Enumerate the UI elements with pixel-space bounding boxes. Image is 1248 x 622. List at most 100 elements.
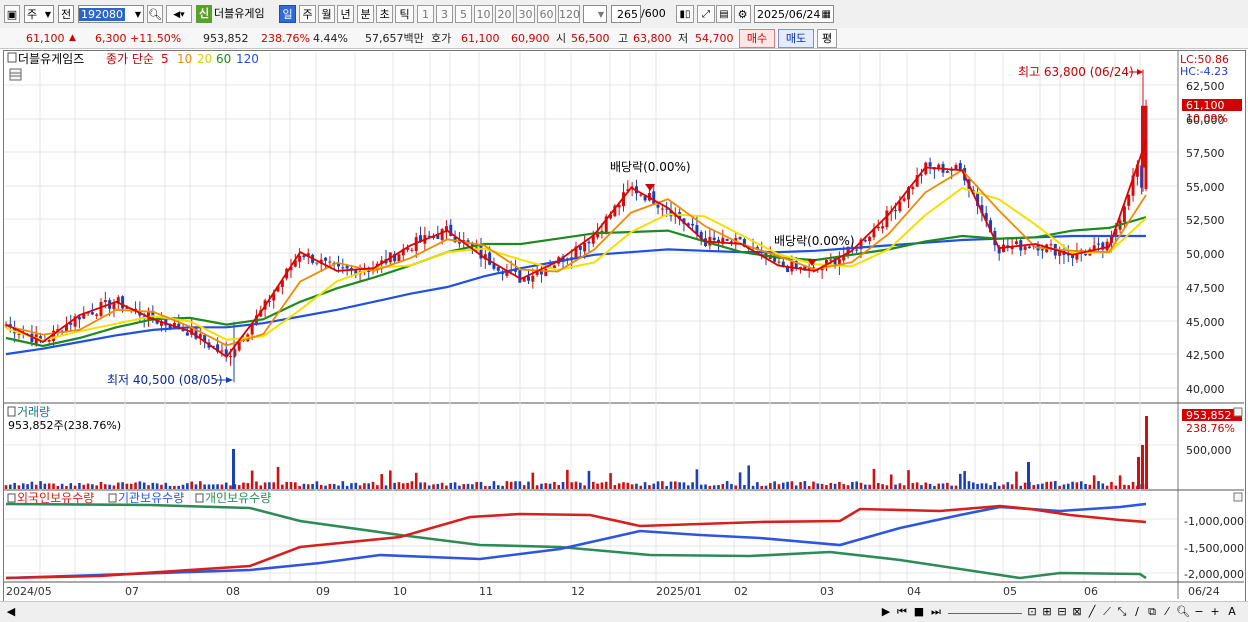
zoom-out-icon[interactable]: −: [1194, 605, 1204, 618]
chevron-down-icon: ▼: [597, 10, 604, 19]
candle-body: [315, 262, 319, 264]
draw-tool-icon[interactable]: ⤢: [697, 5, 715, 23]
pane-box-icon[interactable]: [7, 493, 16, 503]
draw-line-icon[interactable]: ⤡: [1117, 605, 1127, 618]
interval-5-button[interactable]: 5: [455, 5, 472, 23]
interval-1-button[interactable]: 1: [417, 5, 434, 23]
pane-close-icon[interactable]: [1233, 492, 1243, 502]
text-tool-icon[interactable]: A: [1228, 605, 1236, 618]
volume-bar: [315, 481, 319, 489]
candle-body: [328, 261, 332, 263]
candle-body: [660, 208, 664, 210]
volume-bar: [1019, 485, 1023, 489]
volume-bar: [302, 483, 306, 489]
candle-body: [622, 192, 625, 207]
layout-icon[interactable]: ⊡: [1027, 605, 1037, 618]
interval-3-button[interactable]: 3: [436, 5, 453, 23]
interval-120-button[interactable]: 120: [558, 5, 580, 23]
gear-icon[interactable]: ⚙: [734, 5, 751, 23]
table-icon[interactable]: [9, 68, 22, 81]
volume-bar: [682, 482, 686, 489]
pane-box-icon[interactable]: [108, 493, 117, 503]
candle-body: [574, 246, 578, 259]
average-button[interactable]: 평: [817, 29, 837, 48]
candle-body: [1010, 245, 1014, 250]
candle-body: [561, 256, 565, 262]
y-label: 47,500: [1186, 282, 1225, 295]
window-icon[interactable]: ▣: [4, 5, 20, 23]
layout-icon[interactable]: ⊠: [1072, 605, 1082, 618]
sell-button[interactable]: 매도: [778, 29, 814, 48]
current-price-tag: [1182, 99, 1242, 111]
interval-10-button[interactable]: 10: [474, 5, 493, 23]
interval-60-button[interactable]: 60: [537, 5, 556, 23]
draw-line-icon[interactable]: ∕: [1135, 605, 1139, 618]
period-second-tab[interactable]: 초: [376, 5, 393, 23]
price-axis-area: [1178, 51, 1244, 599]
volume-bar: [173, 485, 176, 489]
copy-icon[interactable]: ⧉: [1148, 605, 1156, 618]
volume-bar: [898, 483, 902, 489]
volume-bar: [596, 483, 599, 489]
jump-end-icon[interactable]: ⏭: [931, 605, 941, 618]
pane-box-icon[interactable]: [7, 52, 17, 63]
interval-20-button[interactable]: 20: [495, 5, 514, 23]
candle-type-icon[interactable]: ▮▯: [676, 5, 694, 23]
stop-icon[interactable]: ■: [913, 605, 925, 618]
grid: [5, 52, 1177, 581]
save-icon[interactable]: ▤: [716, 5, 732, 23]
scroll-left-icon[interactable]: ◀: [6, 605, 16, 618]
zoom-in-icon[interactable]: +: [1210, 605, 1220, 618]
pane-close-icon[interactable]: [1233, 407, 1243, 417]
candle-body: [928, 162, 932, 167]
jump-start-icon[interactable]: ⏮: [897, 605, 907, 618]
market-select[interactable]: 주 ▼: [24, 5, 54, 23]
volume-bar: [121, 482, 124, 489]
search-icon[interactable]: 🔍︎: [147, 5, 163, 23]
draw-line-icon[interactable]: ╱: [1088, 605, 1096, 618]
zoom-slider[interactable]: [948, 604, 1022, 614]
layout-icon[interactable]: ⊟: [1057, 605, 1067, 618]
prev-button[interactable]: 전: [58, 5, 74, 23]
period-month-tab[interactable]: 월: [318, 5, 335, 23]
volume-bar: [250, 470, 254, 489]
volume-bar: [794, 485, 798, 489]
candle-body: [539, 271, 543, 275]
candle-body: [349, 268, 353, 270]
draw-line-icon[interactable]: ⟋: [1103, 605, 1111, 618]
candle-body: [155, 319, 159, 324]
buy-button[interactable]: 매수: [739, 29, 775, 48]
volume-bar: [820, 483, 824, 489]
price-pane-title: 더블유게임즈: [18, 52, 84, 66]
speaker-icon[interactable]: ◀▾: [166, 5, 192, 23]
period-day-tab[interactable]: 일: [279, 5, 296, 23]
scroll-bar[interactable]: ◀ ▶ ⏮ ■ ⏭ ⊡ ⊞ ⊟ ⊠ ╱ ⟋ ⤡ ∕ ⧉ ⁄ 🔍︎ − + A: [0, 601, 1248, 622]
interval-select[interactable]: ▼: [583, 5, 607, 23]
scroll-right-icon[interactable]: ▶: [881, 605, 891, 618]
candle-body: [324, 257, 328, 261]
pane-box-icon[interactable]: [7, 406, 16, 417]
stock-name: 더블유게임: [214, 7, 265, 20]
bid-price: 60,900: [511, 32, 550, 45]
volume-bar: [1010, 484, 1014, 489]
period-tick-tab[interactable]: 틱: [395, 5, 414, 23]
period-year-tab[interactable]: 년: [337, 5, 354, 23]
draw-line-icon[interactable]: ⁄: [1166, 605, 1168, 618]
candle-body: [1131, 175, 1135, 196]
date-input[interactable]: 2025/06/24 ▦: [754, 5, 834, 23]
search-icon[interactable]: 🔍︎: [1176, 605, 1190, 618]
y-label: 42,500: [1186, 349, 1225, 362]
layout-icon[interactable]: ⊞: [1042, 605, 1052, 618]
code-input[interactable]: 192080 ▼: [78, 5, 144, 23]
candle-body: [77, 316, 81, 320]
candle-body: [1049, 244, 1053, 246]
volume-bar: [591, 481, 595, 489]
period-week-tab[interactable]: 주: [299, 5, 316, 23]
pane-box-icon[interactable]: [195, 493, 204, 503]
period-minute-tab[interactable]: 분: [357, 5, 374, 23]
interval-30-button[interactable]: 30: [516, 5, 535, 23]
candle-body: [211, 345, 215, 347]
count-input[interactable]: 265: [611, 5, 641, 23]
volume-bar: [686, 485, 690, 489]
